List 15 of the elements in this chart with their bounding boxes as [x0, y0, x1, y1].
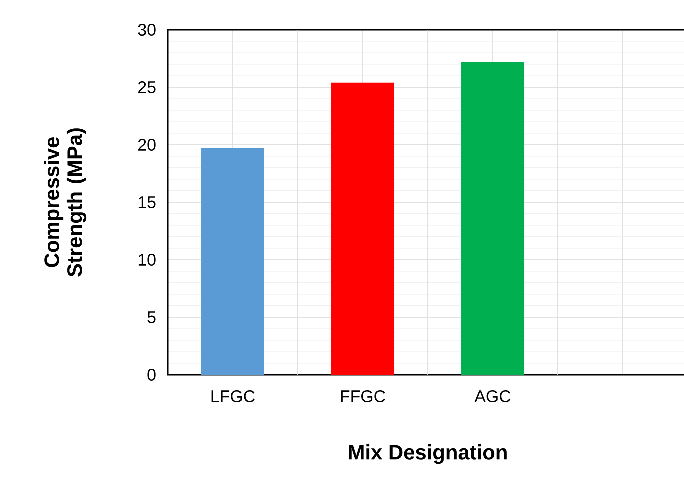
- x-tick-label: AGC: [474, 390, 511, 403]
- bar: [202, 148, 265, 375]
- x-tick-label: FFGC: [341, 390, 386, 403]
- y-tick-label: 20: [138, 138, 156, 151]
- y-tick-label: 10: [138, 254, 156, 266]
- y-axis-title: Compressive Strength (MPa): [44, 128, 87, 277]
- bar: [462, 62, 525, 375]
- x-tick-label: LFGC: [212, 390, 255, 403]
- x-axis-title: Mix Designation: [349, 444, 507, 464]
- y-tick-label: 15: [138, 196, 156, 208]
- y-tick-label: 5: [148, 312, 156, 324]
- y-tick-label: 0: [148, 368, 156, 381]
- y-tick-label: 25: [138, 81, 156, 94]
- y-tick-label: 30: [138, 24, 156, 36]
- bar: [332, 82, 395, 375]
